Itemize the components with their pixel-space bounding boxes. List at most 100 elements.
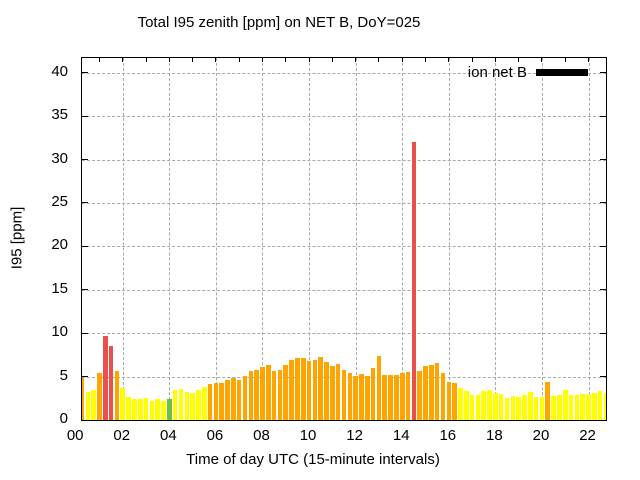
x-tick-top (122, 58, 124, 62)
bar (82, 378, 85, 420)
bar (248, 371, 254, 420)
bar (300, 358, 306, 420)
h-gridline (82, 333, 606, 335)
bar (405, 372, 411, 420)
bar (318, 357, 323, 420)
bar (236, 380, 242, 420)
x-tick-top (401, 58, 403, 62)
x-tick-label: 10 (299, 427, 317, 444)
bar (574, 394, 580, 420)
bar (85, 392, 91, 420)
x-tick-top (494, 58, 496, 62)
bar (551, 395, 556, 420)
v-gridline (495, 58, 497, 420)
x-tick-top (192, 58, 194, 62)
bar (469, 394, 475, 420)
v-gridline (309, 58, 311, 420)
v-gridline (541, 58, 543, 420)
bar (312, 360, 318, 420)
x-tick-top (471, 58, 473, 62)
bar (388, 374, 393, 420)
x-tick-label: 00 (66, 427, 84, 444)
x-tick-top (215, 58, 217, 62)
bar (324, 361, 329, 420)
bar (434, 362, 440, 420)
bar (493, 393, 498, 420)
bar (452, 382, 457, 420)
x-tick-top (355, 58, 357, 62)
y-tick-label: 15 (51, 279, 68, 297)
bar (155, 399, 160, 420)
plot-area: ion net B (81, 57, 607, 421)
x-tick-top (331, 58, 333, 62)
bar (91, 390, 96, 420)
bar (353, 375, 358, 420)
legend-swatch (536, 69, 588, 76)
chart-title: Total I95 zenith [ppm] on NET B, DoY=025 (137, 14, 421, 31)
h-gridline (82, 289, 606, 291)
v-gridline (215, 58, 217, 420)
x-tick-top (425, 58, 426, 62)
bar (394, 374, 399, 420)
bar (341, 369, 347, 420)
bar (126, 397, 131, 420)
bar (586, 393, 591, 420)
bar (196, 390, 201, 420)
bar (271, 371, 277, 420)
x-tick-top (564, 58, 566, 62)
h-gridline (82, 116, 606, 118)
legend-label: ion net B (467, 64, 527, 81)
bar (143, 398, 149, 420)
y-tick-right (600, 72, 606, 74)
y-tick-label: 25 (51, 192, 68, 210)
v-gridline (262, 58, 264, 420)
bar (172, 390, 178, 420)
bar (510, 395, 516, 420)
bar (411, 142, 417, 420)
x-tick-top (448, 58, 450, 62)
bar (603, 393, 606, 420)
h-gridline (82, 202, 606, 204)
bar (219, 382, 225, 420)
y-tick-label: 5 (59, 366, 68, 384)
bar (260, 367, 265, 420)
x-tick-top (518, 58, 520, 62)
x-tick-top (145, 58, 147, 62)
bar (201, 387, 207, 420)
bar (417, 370, 422, 420)
bar (423, 366, 428, 420)
v-gridline (402, 58, 404, 420)
x-tick-top (308, 58, 310, 62)
v-gridline (169, 58, 171, 420)
bar (184, 392, 190, 420)
bar (463, 391, 469, 420)
y-tick-left (82, 376, 88, 378)
bar (382, 374, 388, 420)
bar (580, 393, 585, 420)
x-tick-label: 02 (113, 427, 131, 444)
bar (475, 394, 481, 420)
bar (277, 369, 283, 420)
y-tick-left (82, 289, 88, 291)
bar (108, 346, 114, 420)
bar (399, 373, 405, 420)
y-tick-left (82, 245, 88, 247)
legend: ion net B (468, 64, 588, 81)
bar (539, 397, 545, 420)
bar (306, 360, 312, 420)
bar (522, 394, 527, 420)
bar (376, 355, 382, 420)
bar (446, 381, 452, 420)
y-tick-label: 0 (59, 410, 68, 427)
y-tick-right (600, 245, 606, 247)
y-tick-right (600, 202, 606, 204)
bar (545, 381, 551, 420)
bar (178, 388, 184, 420)
y-tick-right (600, 289, 606, 291)
x-tick-label: 08 (253, 427, 270, 444)
bar (592, 393, 597, 420)
x-tick-label: 16 (439, 427, 457, 444)
bar (370, 367, 376, 420)
x-tick-top (378, 58, 380, 62)
bar (213, 382, 219, 420)
